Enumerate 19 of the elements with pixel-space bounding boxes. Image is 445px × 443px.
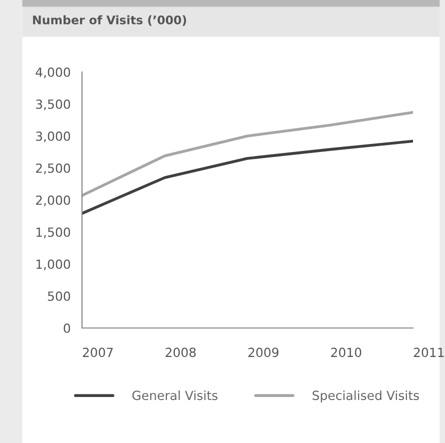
- y-tick-label: 1,000: [36, 259, 70, 270]
- line-series: [82, 110, 413, 197]
- y-tick-label: 4,000: [36, 67, 70, 78]
- x-tick-label: 2011: [414, 348, 444, 358]
- y-tick-label: 2,000: [36, 195, 70, 206]
- y-tick-label: 3,500: [36, 99, 70, 110]
- y-tick-label: 3,000: [36, 131, 70, 142]
- x-tick-label: 2007: [82, 348, 113, 358]
- legend-label: Specialised Visits: [312, 390, 419, 403]
- y-tick-label: 500: [48, 291, 70, 301]
- y-tick-label: 1,500: [36, 227, 70, 238]
- x-tick-label: 2010: [331, 348, 362, 358]
- y-tick-label: 2,500: [36, 163, 70, 174]
- chart-title: Number of Visits (’000): [33, 15, 186, 26]
- line-series: [82, 140, 413, 215]
- x-tick-label: 2009: [248, 348, 278, 358]
- y-tick-label: 0: [64, 323, 70, 333]
- legend-label: General Visits: [132, 390, 218, 400]
- x-tick-label: 2008: [166, 348, 196, 358]
